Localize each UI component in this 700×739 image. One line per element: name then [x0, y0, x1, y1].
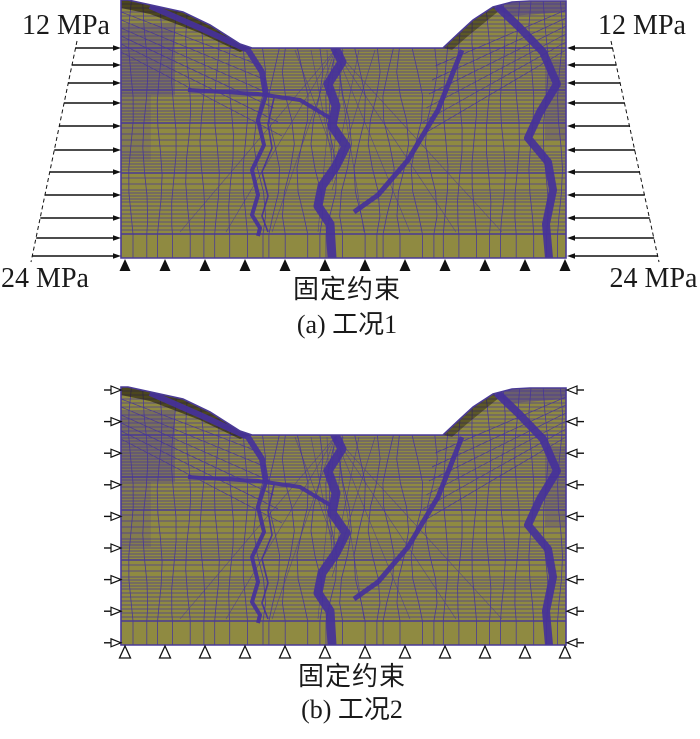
- caption-b: (b) 工况2: [301, 695, 403, 724]
- mesh-a: [121, 0, 566, 258]
- pressure-label-top-left-a: 12 MPa: [22, 10, 110, 41]
- pressure-label-top-right-a: 12 MPa: [598, 10, 686, 41]
- pressure-label-bottom-left-a: 24 MPa: [1, 263, 89, 294]
- figure-a: [30, 0, 660, 271]
- figure-b: [104, 385, 584, 659]
- fixed-constraint-label-b: 固定约束: [297, 662, 406, 691]
- caption-a: (a) 工况1: [296, 310, 398, 339]
- fixed-constraint-label-a: 固定约束: [292, 275, 401, 304]
- load-and-supports-a: [30, 40, 660, 271]
- roller-supports-b: [104, 385, 584, 659]
- mesh-b: [121, 387, 566, 645]
- pressure-label-bottom-right-a: 24 MPa: [609, 263, 698, 294]
